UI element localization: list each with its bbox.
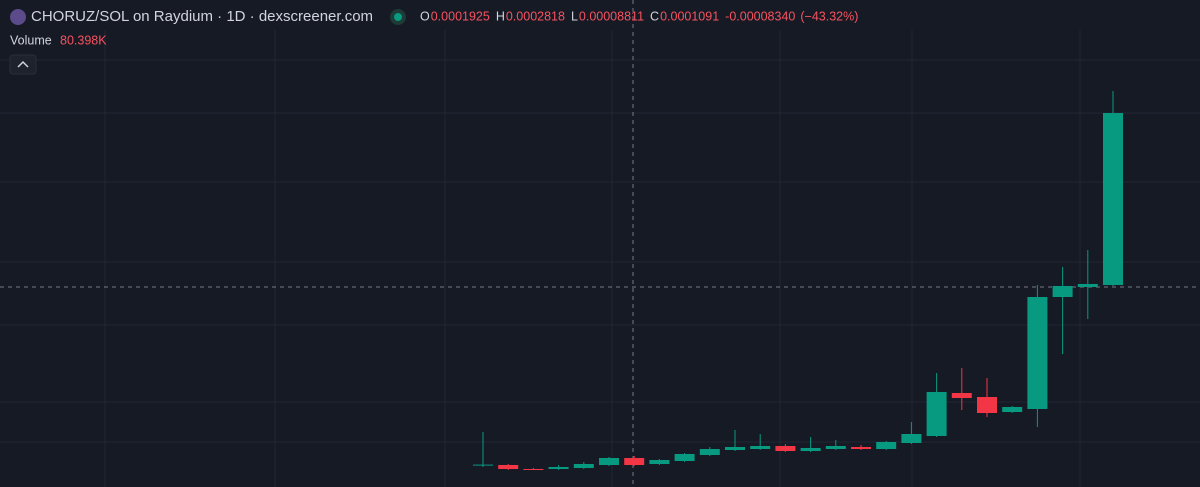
change-value: -0.00008340 (725, 9, 795, 23)
candle-body (649, 460, 670, 464)
ohlc-key: O (420, 9, 430, 23)
candle-body (1002, 407, 1023, 412)
candle-body (725, 447, 745, 450)
status-dot (394, 13, 402, 21)
volume-label: Volume (10, 33, 52, 47)
collapse-icon (17, 60, 29, 68)
candle-body (548, 467, 569, 469)
candle-body (599, 458, 619, 465)
candle-body (473, 464, 493, 466)
candle-body (876, 442, 897, 449)
candle-body (1077, 284, 1098, 287)
candle-body (977, 397, 997, 413)
ohlc-value: 0.0002818 (506, 9, 565, 23)
ohlc-value: 0.0001091 (660, 9, 719, 23)
candle-body (674, 454, 695, 461)
candle-body (901, 434, 922, 443)
ohlc-value: 0.00008811 (579, 9, 644, 23)
candle-body (951, 393, 972, 398)
candle-body (573, 464, 594, 468)
token-icon (10, 9, 26, 25)
candle-body (498, 465, 519, 469)
volume-value: 80.398K (60, 33, 107, 47)
candle-body (699, 449, 720, 455)
candle-body (624, 458, 645, 465)
candle-body (825, 446, 846, 449)
chart-title: CHORUZ/SOL on Raydium · 1D · dexscreener… (31, 8, 373, 25)
header: CHORUZ/SOL on Raydium · 1D · dexscreener… (9, 8, 858, 75)
candle-body (851, 447, 871, 449)
ohlc-legend: O 0.0001925 H 0.0002818 L 0.00008811 C 0.000109… (420, 9, 858, 23)
grid (0, 30, 1200, 487)
candle-body (523, 469, 544, 470)
candles (473, 91, 1123, 470)
collapse-button[interactable] (9, 54, 37, 75)
candle-body (1027, 297, 1048, 409)
ohlc-value: 0.0001925 (431, 9, 490, 23)
ohlc-key: H (496, 9, 505, 23)
ohlc-key: C (650, 9, 659, 23)
candle-body (775, 446, 796, 451)
candle-body (750, 446, 771, 449)
change-percent: (−43.32%) (800, 9, 858, 23)
candle-body (926, 392, 947, 436)
candle-body (800, 448, 821, 451)
candle-body (1103, 113, 1123, 285)
ohlc-key: L (571, 9, 578, 23)
candle-body (1052, 286, 1073, 297)
